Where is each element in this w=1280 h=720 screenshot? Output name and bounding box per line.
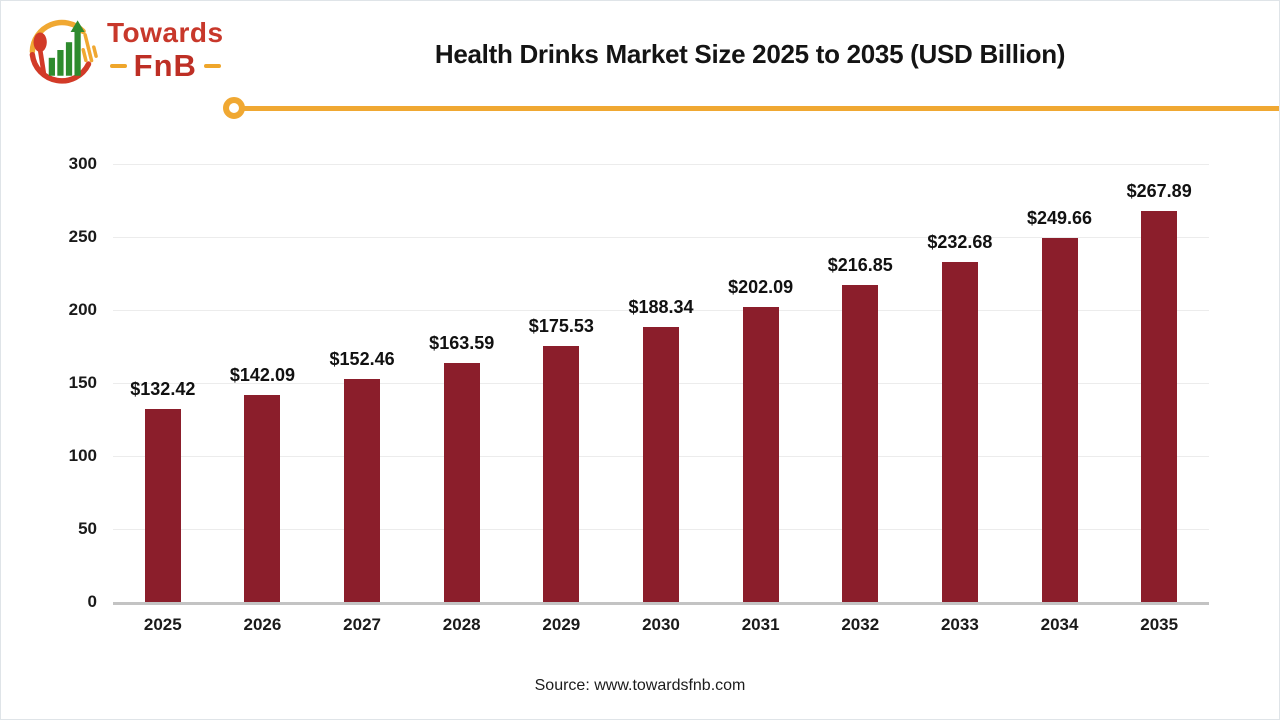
- bar-2027: [344, 379, 381, 602]
- gridline-250: [113, 237, 1209, 238]
- y-axis-tick-200: 200: [68, 300, 97, 319]
- bar-value-label-2028: $163.59: [429, 333, 495, 354]
- bar-value-label-2029: $175.53: [528, 315, 594, 336]
- x-axis-tick-2029: 2029: [542, 615, 581, 634]
- y-axis-tick-150: 150: [68, 373, 97, 392]
- y-axis-tick-50: 50: [78, 519, 97, 538]
- x-axis-tick-2028: 2028: [442, 615, 481, 634]
- bar-2031: [742, 306, 779, 602]
- bar-slot-2033: $232.68 2033: [910, 164, 1010, 634]
- bar-slot-2029: $175.53 2029: [512, 164, 612, 634]
- bar-slot-2026: $142.09 2026: [213, 164, 313, 634]
- bar-2026: [244, 394, 281, 602]
- bar-value-label-2025: $132.42: [130, 378, 196, 399]
- bar-2028: [443, 363, 480, 602]
- y-axis-tick-100: 100: [68, 446, 97, 465]
- bar-slot-2030: $188.34 2030: [611, 164, 711, 634]
- bar-slot-2034: $249.66 2034: [1010, 164, 1110, 635]
- x-axis-tick-2035: 2035: [1140, 615, 1179, 634]
- source-text: Source: www.towardsfnb.com: [534, 677, 746, 694]
- chart-title: Health Drinks Market Size 2025 to 2035 (…: [434, 39, 1066, 69]
- bar-value-label-2027: $152.46: [329, 349, 395, 370]
- bar-2033: [941, 262, 978, 602]
- bar-value-label-2030: $188.34: [628, 297, 694, 318]
- y-axis-tick-250: 250: [68, 227, 97, 246]
- bar-value-label-2031: $202.09: [728, 276, 794, 297]
- bar-value-label-2033: $232.68: [927, 232, 993, 253]
- bar-2030: [642, 327, 679, 602]
- x-axis-tick-2026: 2026: [243, 615, 282, 634]
- brand-dash-right: [203, 63, 221, 68]
- bar-slot-2027: $152.46 2027: [312, 164, 412, 634]
- bar-2032: [842, 285, 879, 602]
- y-axis-tick-300: 300: [68, 154, 97, 173]
- x-axis-tick-2032: 2032: [841, 615, 880, 634]
- x-axis-tick-2030: 2030: [642, 615, 680, 634]
- x-axis-tick-2025: 2025: [143, 615, 182, 634]
- gridline-300: [113, 164, 1209, 165]
- divider-ring-icon: [223, 97, 245, 119]
- bar-chart-plot: 0 50 100 150 200 250 300 $132.42 2025 $142.09 2026…: [69, 154, 1209, 635]
- towards-fnb-logo-icon: [29, 19, 98, 84]
- brand-logo: Towards FnB: [23, 11, 224, 89]
- bar-2034: [1041, 237, 1078, 602]
- gridline-200: [113, 310, 1209, 311]
- bar-slot-2031: $202.09 2031: [711, 164, 811, 634]
- bar-value-label-2034: $249.66: [1026, 207, 1093, 228]
- brand-name-top: Towards: [107, 17, 224, 48]
- bar-value-label-2032: $216.85: [827, 255, 893, 276]
- bar-slot-2025: $132.42 2025: [113, 164, 213, 634]
- x-axis-tick-2034: 2034: [1040, 615, 1079, 634]
- x-axis-tick-2027: 2027: [343, 615, 381, 634]
- brand-wordmark: Towards FnB: [107, 17, 224, 83]
- bar-2029: [543, 345, 580, 602]
- y-axis-tick-0: 0: [87, 592, 97, 611]
- bar-slot-2032: $216.85 2032: [810, 164, 910, 634]
- brand-name-bottom: FnB: [133, 48, 197, 83]
- bar-slot-2035: $267.89 2035: [1109, 164, 1209, 634]
- bar-value-label-2035: $267.89: [1126, 180, 1192, 201]
- bar-2025: [144, 408, 181, 602]
- x-axis-tick-2031: 2031: [741, 615, 780, 634]
- bar-value-label-2026: $142.09: [229, 364, 295, 385]
- brand-dash-left: [109, 63, 127, 68]
- x-axis-tick-2033: 2033: [940, 615, 979, 634]
- bar-slot-2028: $163.59 2028: [412, 164, 512, 634]
- bar-2035: [1141, 210, 1178, 602]
- divider-line: [244, 106, 1279, 111]
